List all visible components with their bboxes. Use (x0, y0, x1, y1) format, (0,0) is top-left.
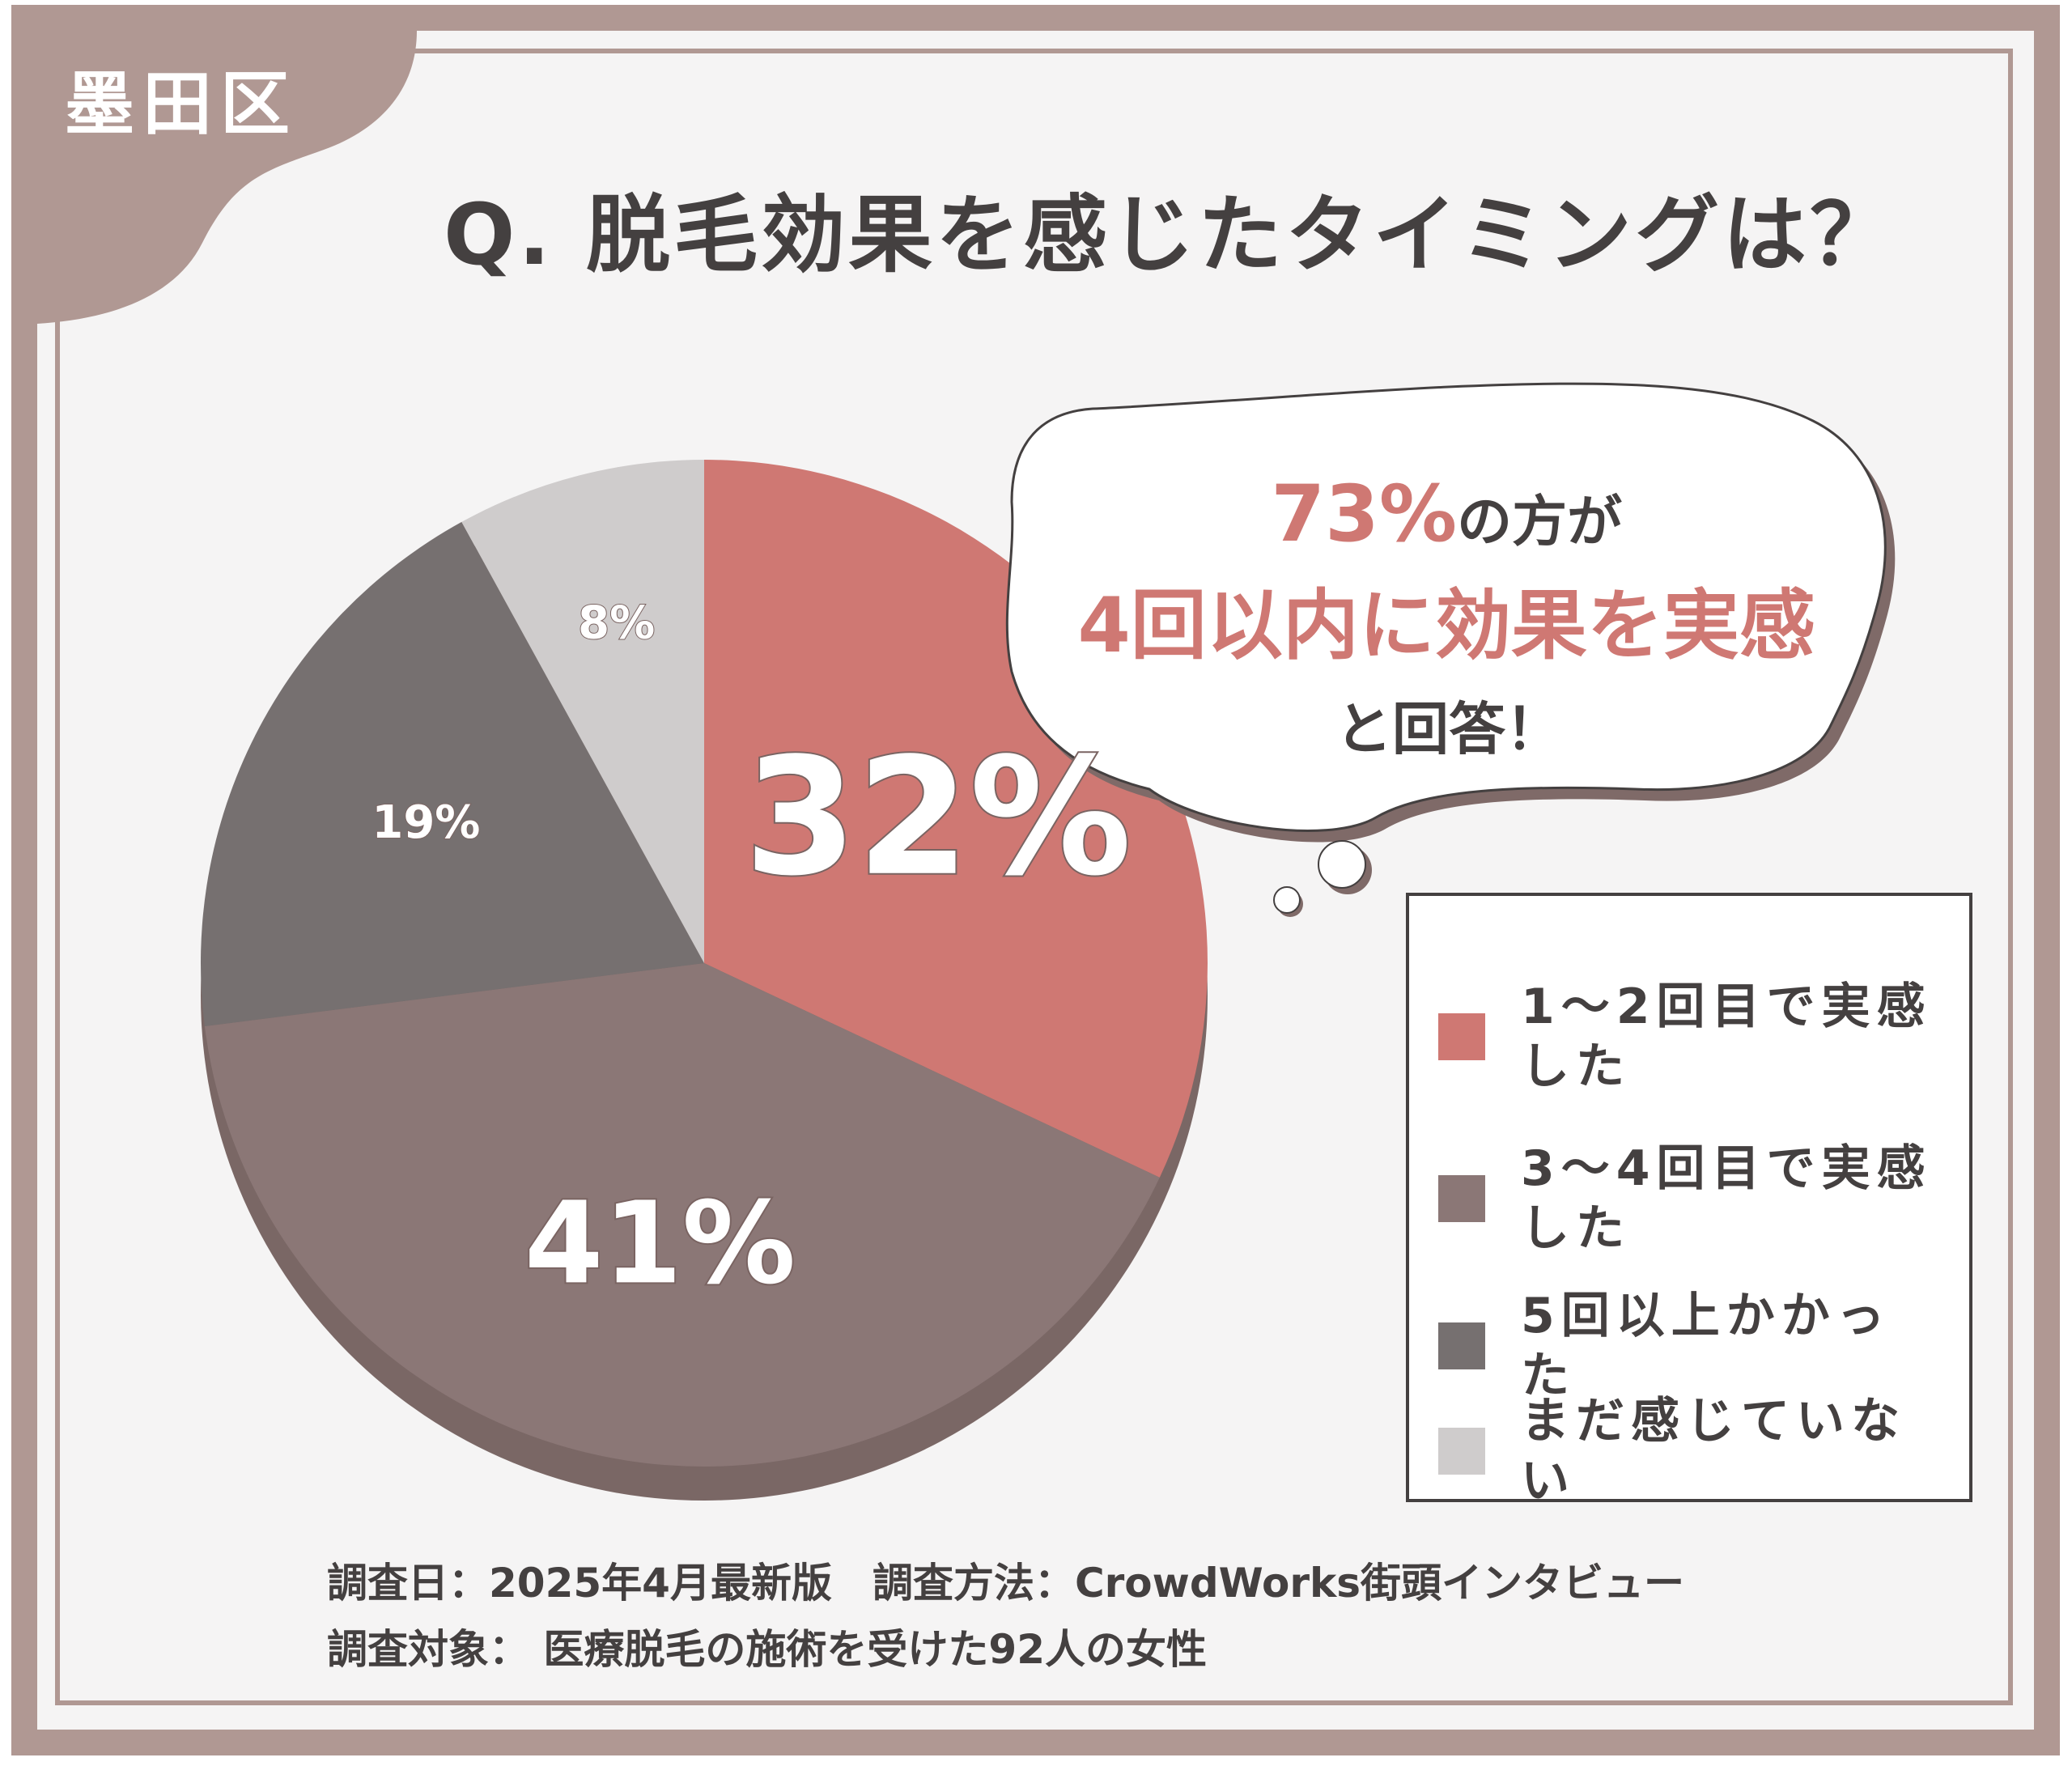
callout-line3: と回答！ (1335, 696, 1562, 762)
footer-line2: 調査対象： 医療脱毛の施術を受けた92人の女性 (327, 1626, 1207, 1673)
legend-item: 3～4回目で実感した (1438, 1139, 1942, 1259)
callout-line2: 4回以内に効果を実感 (1078, 582, 1815, 670)
slice-value-label: 8% (578, 596, 655, 649)
legend-swatch (1438, 1428, 1485, 1475)
legend-label: まだ感じていない (1521, 1393, 1906, 1509)
question-title: Q. 脱毛効果を感じたタイミングは？ (444, 185, 1898, 284)
legend-swatch (1438, 1175, 1485, 1222)
ward-label: 墨田区 (65, 64, 298, 145)
footer-line1: 調査日：2025年4月最新版 調査方法：CrowdWorks街頭インタビュー (327, 1560, 1685, 1607)
slice-value-label: 41% (524, 1178, 796, 1310)
pie-slice (461, 460, 704, 963)
callout-highlight: 73% (1271, 469, 1457, 559)
legend-item: 5回以上かかった (1438, 1286, 1942, 1406)
legend-label: 3～4回目で実感した (1521, 1140, 1932, 1257)
pie-slice (204, 963, 1160, 1467)
legend: 1～2回目で実感した 3～4回目で実感した 5回以上かかった まだ感じていない (1406, 893, 1972, 1509)
legend-label: 1～2回目で実感した (1521, 979, 1932, 1095)
slice-value-label: 19% (372, 796, 480, 849)
pie-slice (200, 521, 704, 1026)
corner-tab (37, 31, 417, 324)
legend-swatch (1438, 1013, 1485, 1060)
footer: 調査日：2025年4月最新版 調査方法：CrowdWorks街頭インタビュー 調… (327, 1550, 1684, 1683)
legend-item: 1～2回目で実感した (1438, 977, 1942, 1097)
callout-text: 73%の方が 4回以内に効果を実感 と回答！ (1078, 469, 1820, 762)
legend-label: 5回以上かかった (1521, 1288, 1892, 1404)
legend-swatch (1438, 1322, 1485, 1369)
legend-item: まだ感じていない (1438, 1391, 1942, 1511)
inner-border-line (55, 49, 2013, 1705)
slice-value-label: 32% (744, 724, 1132, 912)
callout-bubble (1005, 382, 1896, 917)
callout-line1-rest: の方が (1457, 490, 1622, 554)
